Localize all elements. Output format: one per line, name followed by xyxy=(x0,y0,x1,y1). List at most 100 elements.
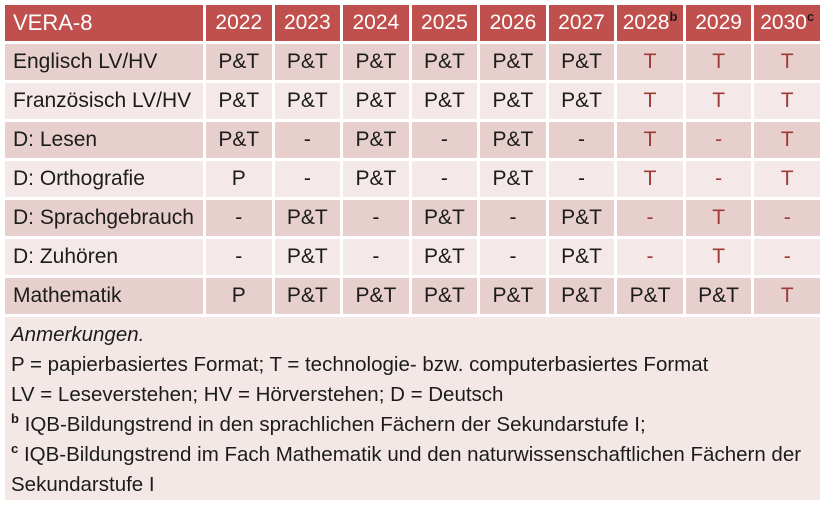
format-cell: P&T xyxy=(548,278,615,314)
note-text: LV = Leseverstehen; HV = Hörverstehen; D… xyxy=(11,383,504,406)
format-cell: T xyxy=(617,44,683,80)
format-cell: - xyxy=(548,122,615,158)
footnote-marker-b: b xyxy=(669,9,678,24)
format-cell: T xyxy=(754,44,820,80)
row-label: Mathematik xyxy=(5,278,203,314)
format-cell: T xyxy=(617,122,683,158)
format-cell: P&T xyxy=(548,44,615,80)
table-row: D: Sprachgebrauch - P&T - P&T - P&T - T - xyxy=(5,200,820,236)
note-text: IQB-Bildungstrend im Fach Mathematik und… xyxy=(11,443,802,496)
format-cell: P&T xyxy=(343,44,409,80)
notes-section: Anmerkungen. P = papierbasiertes Format;… xyxy=(5,317,820,500)
format-cell: P&T xyxy=(480,278,546,314)
year-header-cell: 2027 xyxy=(548,5,615,41)
format-cell: P&T xyxy=(411,200,478,236)
year-label: 2027 xyxy=(558,11,605,34)
format-cell: - xyxy=(274,122,341,158)
table-title-cell: VERA-8 xyxy=(5,5,203,41)
format-cell: P&T xyxy=(343,278,409,314)
year-header-cell: 2024 xyxy=(343,5,409,41)
year-label: 2029 xyxy=(695,11,742,34)
table-row: D: Lesen P&T - P&T - P&T - T - T xyxy=(5,122,820,158)
row-label: D: Orthografie xyxy=(5,161,203,197)
format-cell: P&T xyxy=(274,83,341,119)
format-cell: P&T xyxy=(548,200,615,236)
format-cell: T xyxy=(685,239,752,275)
footnote-marker-c: c xyxy=(11,441,19,457)
format-cell: T xyxy=(685,83,752,119)
note-line: c IQB-Bildungstrend im Fach Mathematik u… xyxy=(11,440,812,500)
format-cell: - xyxy=(206,200,272,236)
format-cell: T xyxy=(617,161,683,197)
year-label: 2023 xyxy=(283,11,331,34)
format-cell: P&T xyxy=(480,83,546,119)
format-cell: P&T xyxy=(274,278,341,314)
format-cell: P&T xyxy=(411,278,478,314)
format-cell: T xyxy=(754,83,820,119)
table-row: D: Zuhören - P&T - P&T - P&T - T - xyxy=(5,239,820,275)
format-cell: - xyxy=(685,161,752,197)
format-cell: - xyxy=(480,200,546,236)
format-cell: P&T xyxy=(274,44,341,80)
format-cell: - xyxy=(274,161,341,197)
year-label: 2024 xyxy=(352,11,400,34)
format-cell: - xyxy=(343,239,409,275)
format-cell: P&T xyxy=(480,44,546,80)
note-line: P = papierbasiertes Format; T = technolo… xyxy=(11,350,812,380)
year-header-cell: 2030c xyxy=(754,5,820,41)
notes-title: Anmerkungen. xyxy=(11,323,145,346)
format-cell: P&T xyxy=(206,44,272,80)
format-cell: P&T xyxy=(548,239,615,275)
vera8-schedule-table: VERA-8 2022 2023 2024 2025 2026 2027 2028b 2029… xyxy=(2,2,823,317)
table-row: Mathematik P P&T P&T P&T P&T P&T P&T P&T T xyxy=(5,278,820,314)
row-label: D: Sprachgebrauch xyxy=(5,200,203,236)
format-cell: P&T xyxy=(548,83,615,119)
format-cell: P&T xyxy=(480,161,546,197)
year-label: 2022 xyxy=(215,11,263,34)
note-text: P = papierbasiertes Format; T = technolo… xyxy=(11,353,709,376)
table-row: D: Orthografie P - P&T - P&T - T - T xyxy=(5,161,820,197)
format-cell: - xyxy=(617,239,683,275)
year-label: 2025 xyxy=(421,11,468,34)
format-cell: - xyxy=(617,200,683,236)
format-cell: P&T xyxy=(206,83,272,119)
year-header-cell: 2028b xyxy=(617,5,683,41)
year-header-cell: 2029 xyxy=(685,5,752,41)
year-header-cell: 2023 xyxy=(274,5,341,41)
format-cell: P&T xyxy=(343,161,409,197)
note-text: IQB-Bildungstrend in den sprachlichen Fä… xyxy=(24,413,646,436)
format-cell: - xyxy=(206,239,272,275)
format-cell: P&T xyxy=(343,83,409,119)
year-header-cell: 2025 xyxy=(411,5,478,41)
format-cell: P&T xyxy=(480,122,546,158)
format-cell: P&T xyxy=(617,278,683,314)
footnote-marker-b: b xyxy=(11,411,19,427)
format-cell: - xyxy=(480,239,546,275)
table-row: Englisch LV/HV P&T P&T P&T P&T P&T P&T T T T xyxy=(5,44,820,80)
format-cell: T xyxy=(617,83,683,119)
year-label: 2028 xyxy=(622,11,670,34)
year-header-cell: 2022 xyxy=(206,5,272,41)
format-cell: - xyxy=(343,200,409,236)
format-cell: P&T xyxy=(411,83,478,119)
format-cell: T xyxy=(685,200,752,236)
format-cell: P&T xyxy=(411,44,478,80)
format-cell: - xyxy=(754,239,820,275)
row-label: D: Zuhören xyxy=(5,239,203,275)
format-cell: - xyxy=(685,122,752,158)
table-header-row: VERA-8 2022 2023 2024 2025 2026 2027 2028b 2029… xyxy=(5,5,820,41)
row-label: Französisch LV/HV xyxy=(5,83,203,119)
format-cell: - xyxy=(754,200,820,236)
format-cell: P&T xyxy=(685,278,752,314)
table-body: Englisch LV/HV P&T P&T P&T P&T P&T P&T T T T Franz… xyxy=(5,44,820,314)
note-line: b IQB-Bildungstrend in den sprachlichen … xyxy=(11,410,812,440)
format-cell: T xyxy=(754,122,820,158)
format-cell: P&T xyxy=(343,122,409,158)
format-cell: - xyxy=(548,161,615,197)
format-cell: P&T xyxy=(206,122,272,158)
format-cell: - xyxy=(411,161,478,197)
format-cell: P&T xyxy=(274,239,341,275)
note-line: LV = Leseverstehen; HV = Hörverstehen; D… xyxy=(11,380,812,410)
format-cell: P&T xyxy=(274,200,341,236)
